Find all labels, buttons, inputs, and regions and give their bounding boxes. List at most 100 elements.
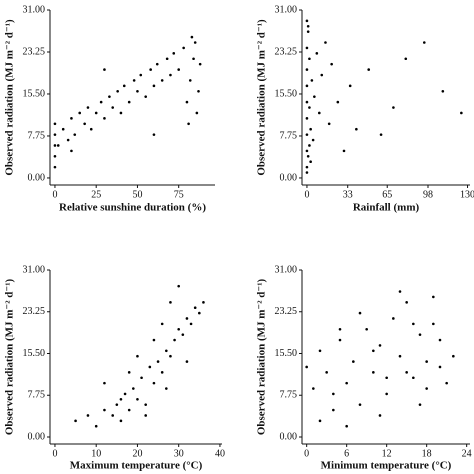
data-point <box>185 317 189 320</box>
data-point <box>378 414 382 417</box>
data-point <box>305 68 309 71</box>
data-point <box>122 84 126 88</box>
data-point <box>70 117 73 120</box>
data-point <box>119 397 123 401</box>
data-point <box>392 317 395 320</box>
data-point <box>74 419 77 423</box>
data-point <box>56 144 60 147</box>
y-tick-label: 0.00 <box>28 431 46 442</box>
data-point <box>315 52 319 55</box>
data-point <box>160 322 164 326</box>
y-tick-label: 23.25 <box>23 46 46 57</box>
data-point <box>308 144 311 147</box>
data-point <box>198 311 201 315</box>
y-axis-title: Observed radiation (MJ m⁻² d⁻¹) <box>256 279 268 436</box>
data-point <box>136 354 139 358</box>
panel: 0.00 7.75 15.50 23.25 31.00 0 25 50 75 Relative s… <box>4 4 215 214</box>
data-point <box>53 133 57 136</box>
data-point <box>119 419 123 423</box>
data-point <box>94 111 98 115</box>
data-point <box>152 338 156 342</box>
data-point <box>136 89 139 93</box>
data-point <box>460 111 463 115</box>
data-point <box>309 127 312 131</box>
data-point <box>149 68 152 71</box>
data-point <box>312 387 315 390</box>
data-point <box>405 371 408 374</box>
panel: 0.00 7.75 15.50 23.25 31.00 0 6 12 18 24 Minimum t… <box>256 264 472 471</box>
data-point <box>330 62 333 66</box>
data-point <box>412 322 415 326</box>
x-tick-label: 24 <box>462 448 472 459</box>
data-point <box>165 387 168 390</box>
data-point <box>116 89 119 93</box>
data-point <box>398 290 402 293</box>
x-tick-label: 10 <box>91 448 101 459</box>
data-point <box>181 333 185 336</box>
data-point <box>305 149 309 153</box>
data-point <box>338 338 342 342</box>
data-point <box>197 89 200 93</box>
y-axis-title: Observed radiation (MJ m⁻² d⁻¹) <box>4 279 16 436</box>
data-point <box>365 327 368 331</box>
data-point <box>306 30 310 33</box>
data-point <box>70 149 73 153</box>
data-point <box>78 111 81 115</box>
data-point <box>115 403 119 406</box>
x-axis-title: Relative sunshine duration (%) <box>59 202 206 214</box>
data-point <box>155 62 159 66</box>
data-point <box>392 106 395 109</box>
data-point <box>332 392 335 396</box>
data-point <box>441 89 445 93</box>
data-point <box>336 100 340 104</box>
data-point <box>140 376 143 380</box>
data-point <box>305 165 309 169</box>
x-tick-label: 12 <box>382 448 392 459</box>
data-point <box>367 68 371 71</box>
data-point <box>425 387 428 390</box>
data-point <box>432 295 435 299</box>
data-point <box>188 79 192 82</box>
data-point <box>305 84 309 88</box>
data-point <box>342 149 346 153</box>
y-tick-label: 7.75 <box>28 130 46 141</box>
data-point <box>185 100 189 104</box>
y-tick-label: 31.00 <box>23 4 46 15</box>
data-point <box>404 57 408 61</box>
data-point <box>152 381 156 385</box>
panel: 0.00 7.75 15.50 23.25 31.00 0 33 65 98 130 Rainfal… <box>256 4 474 213</box>
data-point <box>305 171 309 174</box>
data-point <box>156 360 160 363</box>
data-point <box>123 392 127 396</box>
data-point <box>305 100 309 104</box>
x-tick-label: 18 <box>422 448 432 459</box>
data-point <box>305 46 309 50</box>
data-point <box>198 62 202 66</box>
data-point <box>412 376 415 380</box>
x-tick-label: 40 <box>215 448 225 459</box>
data-point <box>160 79 164 82</box>
data-point <box>405 301 408 304</box>
data-point <box>348 84 352 88</box>
data-point <box>318 419 322 423</box>
data-point <box>177 284 180 288</box>
data-point <box>144 95 147 98</box>
x-tick-label: 0 <box>304 189 309 200</box>
x-tick-label: 65 <box>382 189 392 200</box>
data-point <box>139 73 143 77</box>
data-point <box>169 354 172 358</box>
data-point <box>165 349 168 353</box>
x-tick-label: 33 <box>343 189 353 200</box>
data-point <box>61 127 65 131</box>
data-point <box>385 392 388 396</box>
data-point <box>332 408 335 412</box>
data-point <box>73 133 77 136</box>
data-point <box>144 403 147 406</box>
data-point <box>152 84 156 88</box>
data-point <box>127 371 131 374</box>
data-point <box>187 122 190 126</box>
data-point <box>378 344 382 347</box>
data-point <box>169 73 172 77</box>
x-axis-title: Maximum temperature (°C) <box>70 460 203 472</box>
